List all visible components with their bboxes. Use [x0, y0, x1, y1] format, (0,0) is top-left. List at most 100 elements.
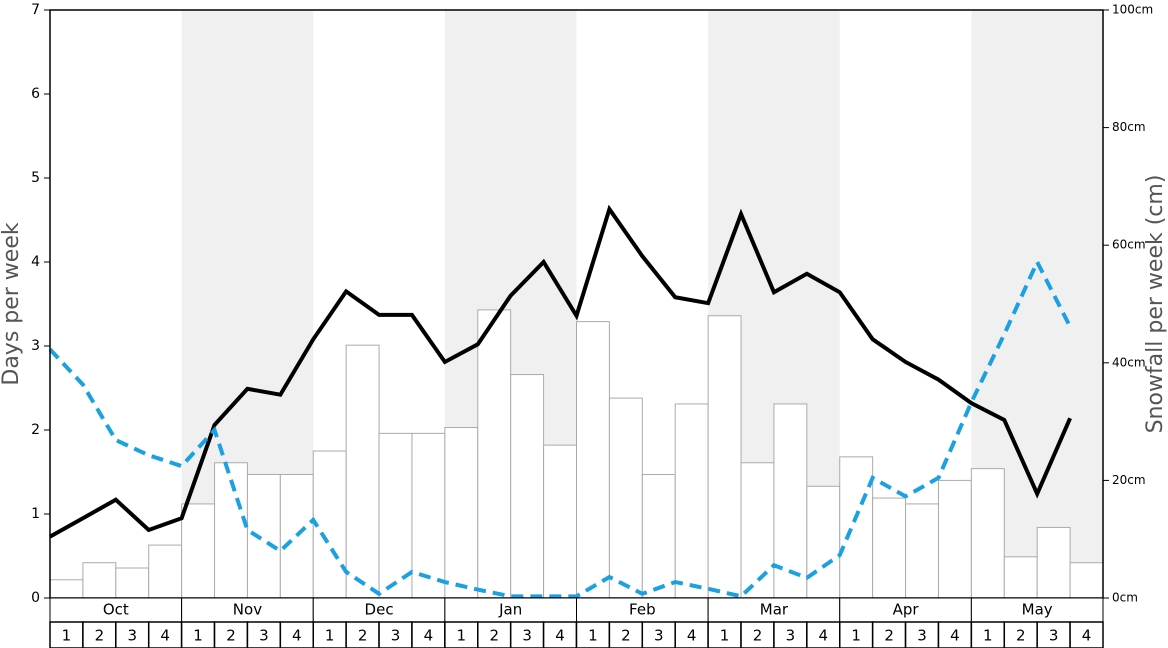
week-cell — [279, 621, 314, 648]
week-cell — [147, 621, 183, 648]
week-cell — [707, 621, 742, 648]
x-tick-label: 4 — [160, 627, 170, 645]
bar — [707, 315, 742, 599]
bar — [378, 432, 413, 599]
y-tick-label: 1 — [31, 506, 40, 522]
x-tick-label: 3 — [259, 627, 269, 645]
x-tick-label: 4 — [292, 627, 302, 645]
x-tick-label: 3 — [917, 627, 927, 645]
week-cell — [806, 621, 841, 648]
y2-tick-label: 20cm — [1112, 473, 1146, 487]
bar — [115, 567, 150, 599]
week-cell — [411, 621, 446, 648]
week-cell — [937, 621, 973, 648]
week-cell — [904, 621, 940, 648]
bar — [345, 344, 380, 599]
x-tick-label: 2 — [1016, 627, 1026, 645]
x-tick-label: 1 — [983, 627, 993, 645]
y-tick-label: 4 — [31, 254, 40, 270]
week-cell — [49, 621, 84, 648]
x-tick-label: 2 — [358, 627, 368, 645]
bar — [1069, 562, 1104, 599]
bar — [82, 562, 117, 599]
bar — [937, 479, 972, 599]
y-tick-label: 5 — [31, 170, 40, 186]
x-tick-label: 3 — [522, 627, 532, 645]
bar — [543, 444, 577, 599]
x-tick-label: 3 — [654, 627, 664, 645]
bar — [279, 474, 314, 599]
week-cell — [213, 621, 249, 648]
y-tick-label: 6 — [31, 86, 40, 102]
month-cell — [181, 597, 314, 623]
x-tick-label: 4 — [555, 627, 565, 645]
x-tick-label: 4 — [1082, 627, 1092, 645]
x-tick-label: 2 — [884, 627, 894, 645]
bar — [49, 579, 84, 599]
x-tick-label: 1 — [720, 627, 730, 645]
bar — [839, 456, 874, 599]
x-tick-label: 4 — [819, 627, 829, 645]
x-tick-label: 3 — [1049, 627, 1059, 645]
x-tick-label: 3 — [127, 627, 137, 645]
y-tick-label: 0 — [31, 590, 40, 606]
month-label: Feb — [629, 601, 656, 619]
month-cell — [970, 597, 1104, 623]
month-label: Dec — [365, 601, 394, 619]
x-tick-label: 1 — [325, 627, 335, 645]
x-tick-label: 3 — [391, 627, 401, 645]
bar — [806, 485, 841, 599]
bar — [148, 544, 183, 599]
line — [49, 204, 1072, 539]
bar — [608, 397, 643, 599]
month-label: Nov — [233, 601, 262, 619]
week-cell — [312, 621, 347, 648]
x-tick-label: 4 — [424, 627, 434, 645]
bar — [411, 432, 446, 599]
bar — [970, 468, 1005, 599]
bar — [905, 503, 939, 599]
x-tick-label: 2 — [226, 627, 236, 645]
y2-tick-label: 40cm — [1112, 355, 1146, 369]
bar — [444, 426, 479, 599]
month-label: Apr — [893, 601, 920, 619]
week-cell — [641, 621, 676, 648]
month-label: May — [1022, 601, 1053, 619]
bar — [181, 503, 216, 599]
bar — [1003, 556, 1038, 599]
week-cell — [740, 621, 775, 648]
bar — [641, 474, 676, 599]
x-tick-label: 1 — [588, 627, 598, 645]
x-tick-label: 2 — [95, 627, 105, 645]
week-cell — [839, 621, 874, 648]
week-cell — [180, 621, 216, 648]
y-tick-label: 3 — [31, 338, 40, 354]
x-tick-label: 2 — [489, 627, 499, 645]
week-cell — [345, 621, 380, 648]
y-axis-label: Days per week — [0, 222, 24, 385]
x-tick-label: 2 — [753, 627, 763, 645]
y2-tick-label: 80cm — [1112, 120, 1146, 134]
week-cell — [871, 621, 907, 648]
x-tick-label: 1 — [457, 627, 467, 645]
y2-tick-label: 0cm — [1112, 591, 1138, 605]
month-label: Mar — [760, 601, 789, 619]
bar — [477, 309, 512, 599]
month-cell — [49, 597, 183, 623]
bar — [510, 374, 545, 599]
bar — [872, 497, 907, 599]
week-cell — [1069, 621, 1104, 648]
x-tick-label: 4 — [950, 627, 960, 645]
month-label: Oct — [103, 601, 129, 619]
bar — [1036, 526, 1071, 599]
y2-axis-label: Snowfall per week (cm) — [1143, 175, 1168, 434]
x-tick-label: 4 — [687, 627, 697, 645]
x-tick-label: 1 — [851, 627, 861, 645]
bar — [246, 474, 281, 599]
week-cell — [1003, 621, 1038, 648]
y2-tick-label: 100cm — [1112, 3, 1153, 17]
y2-tick-label: 60cm — [1112, 238, 1146, 252]
x-tick-label: 3 — [786, 627, 796, 645]
y-tick-label: 2 — [31, 422, 40, 438]
